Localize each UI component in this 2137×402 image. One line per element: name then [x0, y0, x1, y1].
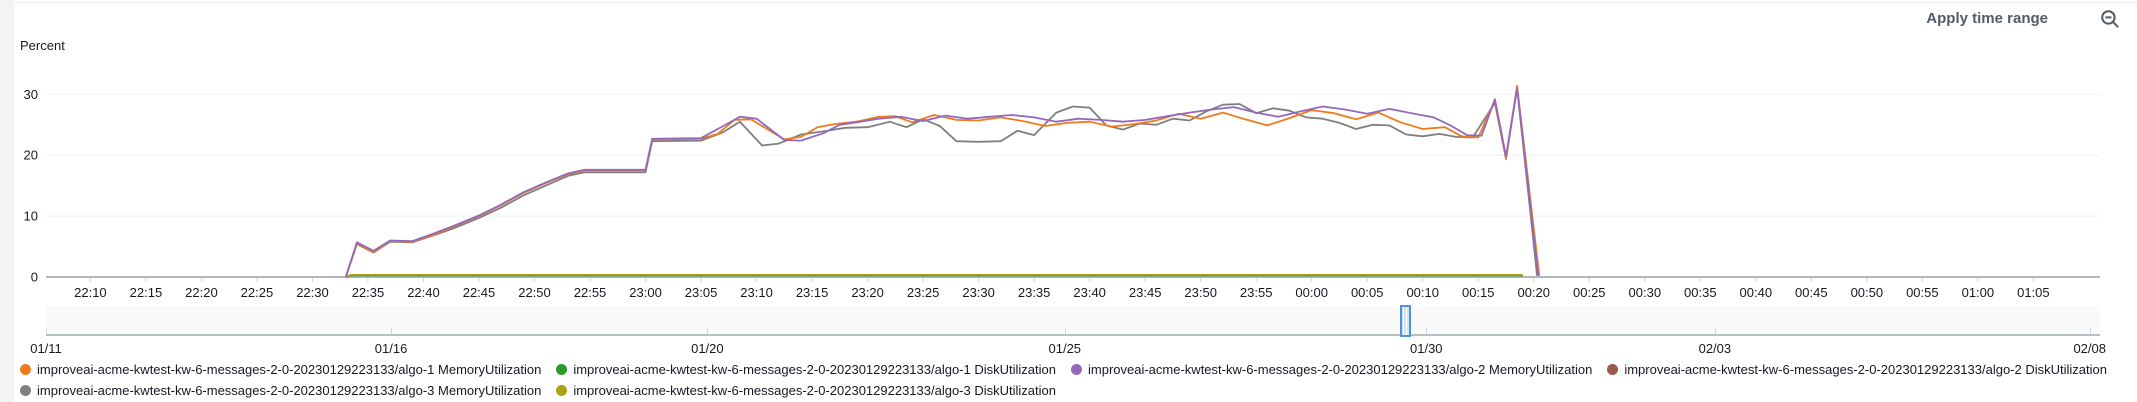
- x-tick-label: 23:05: [685, 285, 718, 300]
- x-tick-label: 23:25: [907, 285, 940, 300]
- overview-date-label: 01/25: [1048, 341, 1082, 356]
- legend-row: improveai-acme-kwtest-kw-6-messages-2-0-…: [20, 360, 2107, 379]
- y-axis-title: Percent: [20, 38, 65, 53]
- legend-color-dot: [556, 385, 568, 396]
- legend-label: improveai-acme-kwtest-kw-6-messages-2-0-…: [1088, 362, 1593, 377]
- legend-item[interactable]: improveai-acme-kwtest-kw-6-messages-2-0-…: [1071, 362, 1592, 377]
- series-line-2[interactable]: [345, 273, 1523, 278]
- x-tick-label: 22:35: [352, 285, 385, 300]
- x-tick-label: 00:40: [1740, 285, 1773, 300]
- metrics-line-chart[interactable]: 30 20 10 0 22:10 22:15 22:20 22:25 22:30 22:35 22:…: [0, 0, 2137, 340]
- x-tick-label: 22:45: [463, 285, 496, 300]
- x-tick-label: 22:25: [241, 285, 274, 300]
- legend-item[interactable]: improveai-acme-kwtest-kw-6-messages-2-0-…: [20, 383, 541, 398]
- y-tick-label: 30: [24, 87, 38, 102]
- overview-date-label: 01/30: [1410, 341, 1443, 356]
- legend-label: improveai-acme-kwtest-kw-6-messages-2-0-…: [1624, 362, 2107, 377]
- x-tick-label: 22:30: [296, 285, 329, 300]
- x-tick-label: 00:20: [1517, 285, 1550, 300]
- apply-time-range-button[interactable]: Apply time range: [1926, 10, 2048, 27]
- chart-legend: improveai-acme-kwtest-kw-6-messages-2-0-…: [20, 360, 2107, 400]
- x-tick-label: 22:15: [130, 285, 163, 300]
- legend-item[interactable]: improveai-acme-kwtest-kw-6-messages-2-0-…: [556, 362, 1056, 377]
- overview-date-label: 02/08: [2073, 341, 2106, 356]
- x-tick-label: 22:55: [574, 285, 607, 300]
- y-tick-label: 10: [24, 209, 38, 224]
- legend-item[interactable]: improveai-acme-kwtest-kw-6-messages-2-0-…: [20, 362, 541, 377]
- legend-color-dot: [1607, 364, 1619, 375]
- zoom-out-icon[interactable]: [2100, 9, 2120, 29]
- x-tick-label: 23:50: [1184, 285, 1217, 300]
- x-tick-label: 00:30: [1629, 285, 1662, 300]
- x-tick-label: 00:25: [1573, 285, 1606, 300]
- legend-color-dot: [1071, 364, 1082, 375]
- legend-label: improveai-acme-kwtest-kw-6-messages-2-0-…: [37, 383, 542, 398]
- x-tick-label: 00:10: [1406, 285, 1439, 300]
- overview-date-label: 02/03: [1698, 341, 1732, 356]
- x-tick-label: 00:50: [1851, 285, 1884, 300]
- x-tick-label: 23:40: [1073, 285, 1106, 300]
- legend-color-dot: [556, 364, 568, 375]
- overview-tick-mark: [1426, 328, 1428, 334]
- legend-label: improveai-acme-kwtest-kw-6-messages-2-0-…: [573, 362, 1056, 377]
- overview-tick-mark: [46, 328, 47, 334]
- overview-date-label: 01/11: [30, 341, 62, 356]
- overview-axis-line: [46, 334, 2100, 336]
- x-tick-label: 00:05: [1351, 285, 1384, 300]
- legend-color-dot: [20, 385, 31, 396]
- x-tick-label: 01:05: [2017, 285, 2050, 300]
- legend-label: improveai-acme-kwtest-kw-6-messages-2-0-…: [37, 362, 542, 377]
- legend-item[interactable]: improveai-acme-kwtest-kw-6-messages-2-0-…: [1607, 362, 2107, 377]
- x-tick-label: 23:35: [1018, 285, 1051, 300]
- series-line-3[interactable]: [344, 87, 1538, 278]
- y-tick-label: 0: [31, 270, 38, 285]
- overview-tick-mark: [2089, 328, 2091, 334]
- legend-label: improveai-acme-kwtest-kw-6-messages-2-0-…: [573, 383, 1056, 398]
- x-tick-label: 01:00: [1962, 285, 1995, 300]
- x-tick-label: 23:30: [962, 285, 995, 300]
- x-tick-label: 00:45: [1795, 285, 1828, 300]
- panel-top-border: [14, 2, 2137, 3]
- page-left-margin: [0, 0, 14, 402]
- x-tick-label: 22:10: [74, 285, 107, 300]
- x-tick-label: 23:10: [740, 285, 773, 300]
- x-tick-label: 22:50: [518, 285, 551, 300]
- x-tick-label: 23:15: [796, 285, 829, 300]
- series-line-5[interactable]: [344, 87, 1540, 278]
- x-tick-label: 23:55: [1240, 285, 1273, 300]
- x-tick-label: 22:20: [185, 285, 218, 300]
- x-tick-label: 00:35: [1684, 285, 1717, 300]
- x-tick-label: 00:00: [1295, 285, 1328, 300]
- x-tick-label: 22:40: [407, 285, 440, 300]
- overview-tick-mark: [707, 328, 709, 334]
- x-tick-label: 00:15: [1462, 285, 1495, 300]
- x-tick-label: 00:55: [1906, 285, 1939, 300]
- time-range-brush-handle[interactable]: [1399, 305, 1411, 337]
- x-tick-label: 23:45: [1129, 285, 1162, 300]
- x-tick-label: 23:20: [851, 285, 884, 300]
- overview-timeline-band[interactable]: [46, 306, 2100, 335]
- overview-tick-mark: [1714, 328, 1716, 334]
- overview-tick-mark: [391, 328, 393, 334]
- y-tick-label: 20: [24, 148, 38, 163]
- overview-tick-mark: [1064, 328, 1066, 334]
- x-tick-label: 23:00: [629, 285, 662, 300]
- overview-date-label: 01/16: [374, 341, 408, 356]
- overview-date-label: 01/20: [691, 341, 724, 356]
- series-line-4[interactable]: [344, 84, 1541, 278]
- legend-row: improveai-acme-kwtest-kw-6-messages-2-0-…: [20, 381, 2107, 400]
- legend-color-dot: [20, 364, 31, 375]
- legend-item[interactable]: improveai-acme-kwtest-kw-6-messages-2-0-…: [556, 383, 1056, 398]
